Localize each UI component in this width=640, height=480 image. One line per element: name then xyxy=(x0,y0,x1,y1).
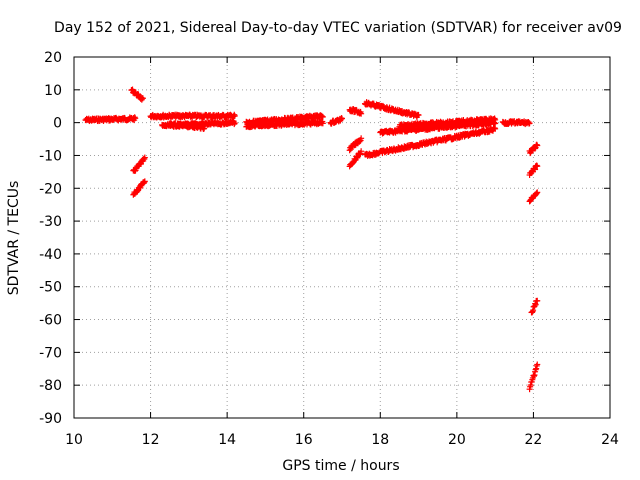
y-tick-label: -80 xyxy=(39,378,62,394)
chart-title: Day 152 of 2021, Sidereal Day-to-day VTE… xyxy=(54,20,622,36)
series-late-neg-78 xyxy=(526,361,541,393)
series-early-neg-13 xyxy=(130,154,148,174)
y-tick-label: -70 xyxy=(39,345,62,361)
series-band-2-upper xyxy=(147,111,238,121)
series-band-3-lower xyxy=(243,118,326,131)
y-tick-label: -60 xyxy=(39,313,62,329)
series-late-neg-8 xyxy=(526,141,541,157)
x-tick-label: 20 xyxy=(448,432,466,448)
y-tick-label: -30 xyxy=(39,214,62,230)
y-axis-label: SDTVAR / TECUs xyxy=(6,181,22,296)
series-late-neg-22 xyxy=(526,189,541,205)
series-late-neg-55 xyxy=(528,297,541,316)
series-early-falling xyxy=(128,86,146,103)
x-tick-label: 16 xyxy=(295,432,313,448)
y-axis: 20 10 0 -10 -20 -30 -40 -50 -60 -70 -80 -90 xyxy=(39,50,610,427)
y-tick-label: 20 xyxy=(44,50,62,66)
x-tick-label: 24 xyxy=(601,432,619,448)
x-tick-label: 18 xyxy=(371,432,389,448)
y-tick-label: -90 xyxy=(39,411,62,427)
y-tick-label: 10 xyxy=(44,83,62,99)
x-axis: 10 12 14 16 18 20 22 24 xyxy=(65,57,619,448)
x-axis-label: GPS time / hours xyxy=(282,458,399,474)
series-band-5 xyxy=(499,118,533,128)
series-band-2-dip xyxy=(166,120,208,132)
x-tick-label: 14 xyxy=(218,432,236,448)
series-rise-17 xyxy=(346,148,365,170)
series-flat-band-1 xyxy=(82,114,139,125)
grid-lines xyxy=(74,57,610,418)
data-points xyxy=(82,86,541,393)
series-descending-18 xyxy=(361,99,422,121)
plot-frame xyxy=(73,56,611,419)
x-tick-label: 12 xyxy=(142,432,160,448)
series-upper-branch xyxy=(396,115,499,130)
y-tick-label: 0 xyxy=(53,116,62,132)
series-pos-17 xyxy=(346,106,365,117)
series-early-neg-20 xyxy=(130,178,148,198)
series-late-neg-15 xyxy=(526,162,541,178)
x-tick-label: 10 xyxy=(65,432,83,448)
y-tick-label: -50 xyxy=(39,280,62,296)
series-rise-17b xyxy=(346,135,365,154)
y-tick-label: -20 xyxy=(39,181,62,197)
series-band-4 xyxy=(327,115,345,127)
x-tick-label: 22 xyxy=(525,432,543,448)
series-lower-branch xyxy=(361,124,499,159)
y-tick-label: -10 xyxy=(39,148,62,164)
y-tick-label: -40 xyxy=(39,247,62,263)
